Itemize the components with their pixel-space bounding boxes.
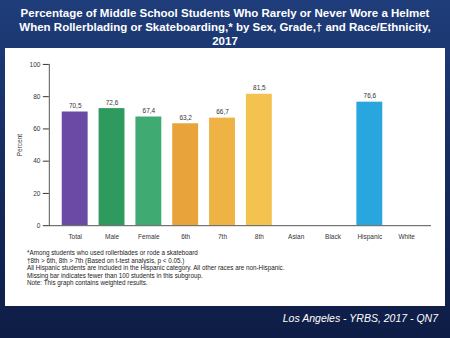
svg-text:76,6: 76,6 — [364, 92, 377, 99]
svg-text:0: 0 — [37, 222, 41, 229]
svg-text:Asian: Asian — [288, 233, 305, 240]
html-text:Note: This graph contains weig: Note: This graph contains weighted resul… — [27, 279, 148, 287]
svg-text:67,4: 67,4 — [143, 107, 156, 114]
svg-text:60: 60 — [33, 125, 41, 132]
svg-text:Percent: Percent — [16, 134, 23, 156]
svg-text:7th: 7th — [218, 233, 227, 240]
svg-text:72,6: 72,6 — [106, 99, 119, 106]
svg-text:White: White — [398, 233, 415, 240]
svg-text:20: 20 — [33, 190, 41, 197]
html-text:All Hispanic students are incl: All Hispanic students are included in th… — [27, 264, 285, 272]
svg-text:Male: Male — [105, 233, 119, 240]
svg-text:Hispanic: Hispanic — [357, 233, 383, 241]
svg-text:6th: 6th — [181, 233, 190, 240]
svg-text:Total: Total — [68, 233, 82, 240]
html-text:Percentage of Middle School St: Percentage of Middle School Students Who… — [19, 7, 431, 47]
svg-text:Female: Female — [138, 233, 160, 240]
svg-text:81,5: 81,5 — [253, 84, 266, 91]
svg-text:100: 100 — [30, 61, 41, 68]
svg-text:66,7: 66,7 — [216, 108, 229, 115]
svg-text:Black: Black — [325, 233, 342, 240]
html-text:†8th > 6th, 8th > 7th (Based o: †8th > 6th, 8th > 7th (Based on t-test a… — [27, 256, 185, 264]
html-text:Los Angeles - YRBS, 2017 - QN7: Los Angeles - YRBS, 2017 - QN7 — [282, 312, 438, 324]
svg-text:40: 40 — [33, 157, 41, 164]
html-text:*Among students who used rolle: *Among students who used rollerblades or… — [27, 249, 198, 257]
svg-text:63,2: 63,2 — [179, 114, 192, 121]
svg-text:70,5: 70,5 — [69, 102, 82, 109]
svg-text:8th: 8th — [255, 233, 264, 240]
html-text:Missing bar indicates fewer th: Missing bar indicates fewer than 100 stu… — [27, 271, 203, 279]
svg-text:80: 80 — [33, 93, 41, 100]
